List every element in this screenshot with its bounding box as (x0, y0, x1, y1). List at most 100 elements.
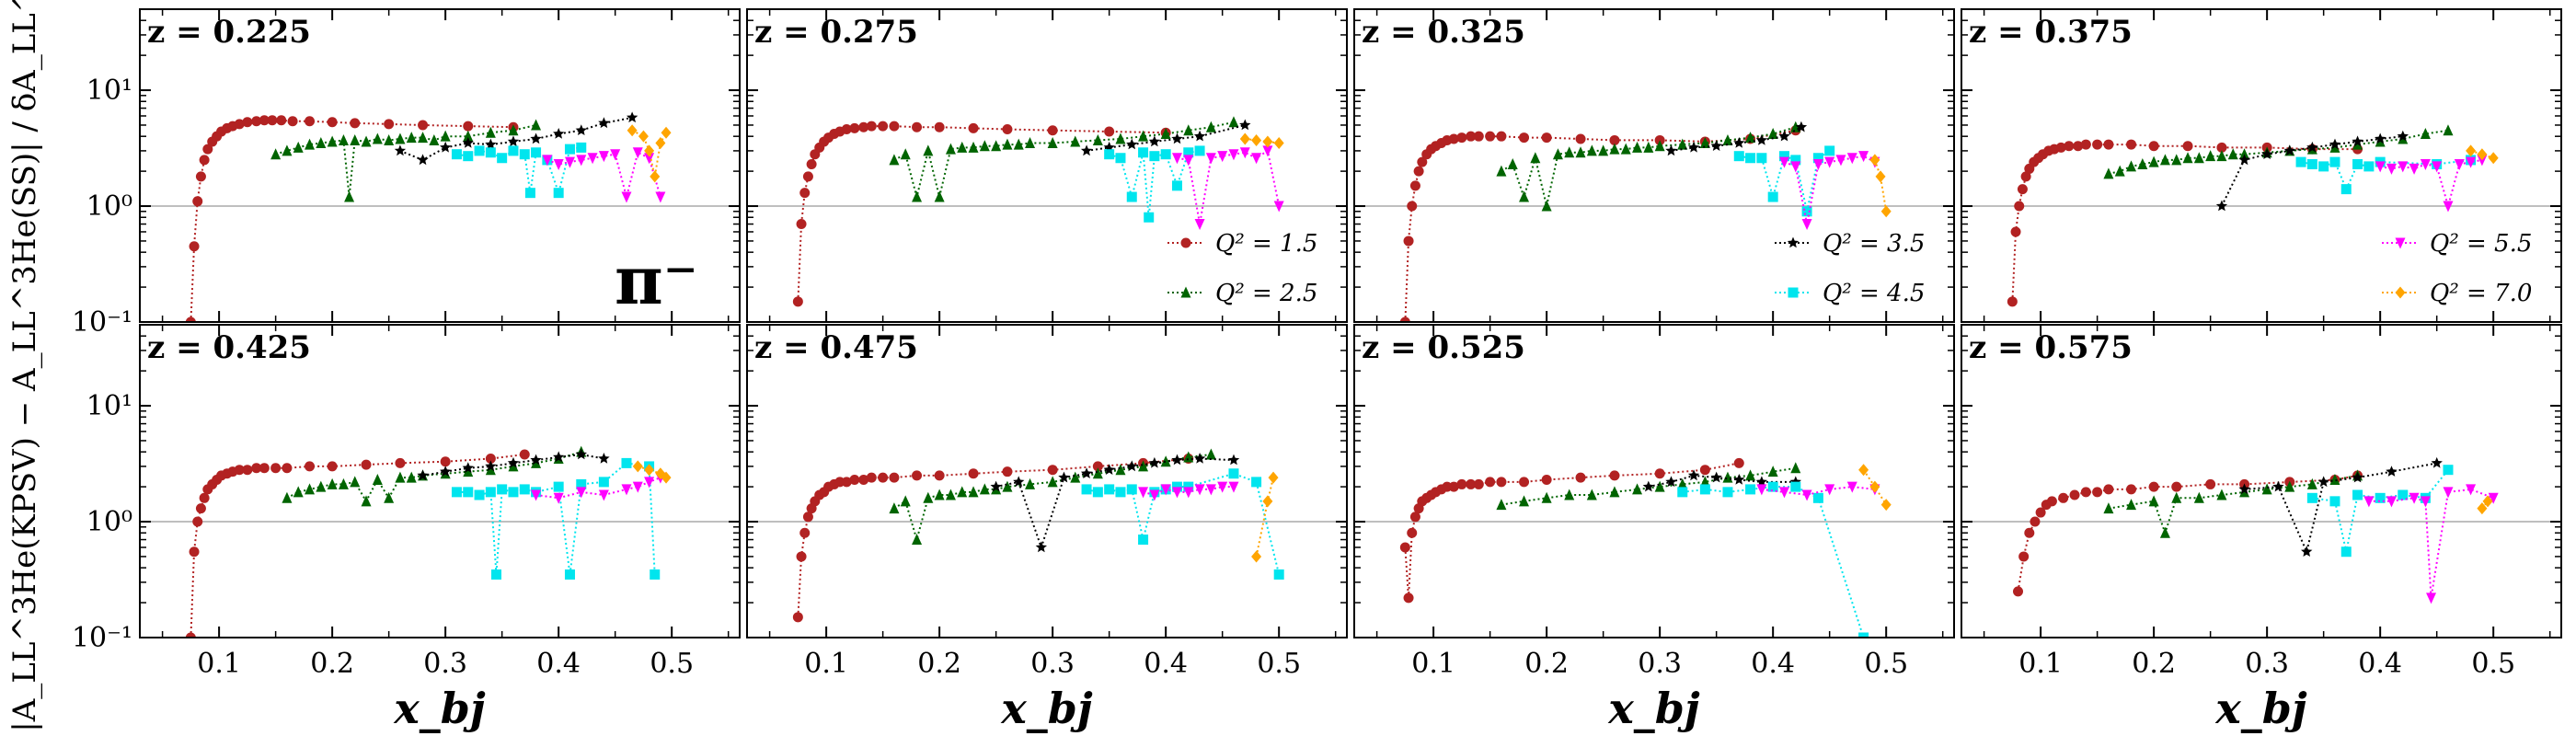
data-point (2306, 477, 2317, 489)
data-point (2363, 496, 2375, 508)
data-point (2397, 130, 2409, 142)
series-group (1399, 121, 1892, 322)
data-point (305, 116, 316, 127)
data-point (1183, 487, 1194, 499)
panel: 10⁻¹ 10⁰ 10¹ z = 0.225 (72, 8, 741, 339)
data-point (661, 126, 672, 139)
data-point (849, 474, 860, 485)
data-point (1541, 491, 1552, 503)
legend-entry: Q² = 4.5 (1823, 280, 1925, 307)
data-point (1193, 130, 1206, 142)
data-point (2409, 163, 2420, 175)
series-line (399, 116, 633, 162)
data-point (2482, 495, 2493, 508)
data-point (202, 144, 213, 155)
data-point (199, 492, 210, 503)
data-point (1643, 141, 1654, 153)
data-point (799, 527, 811, 538)
data-point (1466, 131, 1477, 142)
data-point (1519, 190, 1530, 202)
data-point (2261, 148, 2273, 159)
data-point (1654, 480, 1665, 492)
data-point (2205, 478, 2216, 489)
data-point (2329, 156, 2340, 167)
particle-label: π⁻ (615, 241, 698, 319)
data-point (802, 171, 813, 182)
data-point (1835, 155, 1846, 167)
y-tick-label: 10⁰ (86, 506, 132, 538)
data-point (1115, 464, 1126, 476)
data-point (2488, 492, 2499, 504)
data-point (644, 477, 655, 489)
x-tick-label: 0.1 (2018, 648, 2063, 680)
data-point (530, 454, 542, 466)
panel-background (747, 9, 1347, 322)
x-axis-label: x_bj (1000, 684, 1093, 733)
data-point (575, 124, 587, 135)
data-point (598, 489, 609, 501)
data-point (2431, 456, 2443, 468)
data-point (1687, 469, 1700, 481)
data-point (806, 158, 817, 169)
legend: Q² = 5.5 Q² = 7.0 (2382, 230, 2532, 307)
data-point (900, 148, 911, 160)
data-point (293, 141, 304, 153)
data-point (1171, 180, 1182, 191)
panel-frame (746, 324, 1348, 638)
data-point (1699, 484, 1710, 495)
data-point (2103, 167, 2114, 179)
data-point (1228, 468, 1239, 479)
x-tick-label: 0.5 (2471, 648, 2515, 680)
legend-marker (1788, 287, 1799, 298)
series-group (792, 448, 1284, 623)
data-point (2443, 201, 2454, 213)
data-point (1541, 132, 1552, 144)
data-point (2272, 480, 2284, 492)
data-point (2148, 155, 2159, 167)
data-point (650, 569, 661, 580)
data-point (305, 138, 316, 150)
data-point (440, 141, 452, 153)
data-point (1609, 486, 1620, 498)
data-point (866, 472, 877, 483)
data-point (417, 469, 429, 481)
legend-marker (2395, 286, 2406, 299)
data-point (463, 121, 474, 132)
data-point (316, 480, 327, 492)
data-point (485, 138, 497, 150)
data-point (530, 132, 542, 144)
data-point (2126, 499, 2137, 511)
data-point (1002, 480, 1013, 492)
data-point (2215, 200, 2228, 212)
data-point (2340, 546, 2352, 558)
data-point (1485, 477, 1496, 488)
data-point (1801, 219, 1812, 231)
data-point (968, 122, 979, 133)
data-point (1496, 131, 1507, 142)
data-point (1403, 236, 1414, 247)
data-point (1790, 161, 1801, 173)
data-point (1575, 146, 1586, 158)
data-point (1262, 145, 1273, 157)
data-point (1126, 460, 1138, 472)
data-point (632, 147, 643, 159)
data-point (1160, 128, 1171, 140)
y-tick-label: 10⁰ (86, 190, 132, 223)
data-point (259, 115, 270, 126)
panel-frame (1353, 8, 1955, 323)
data-point (287, 116, 298, 127)
data-point (2466, 144, 2477, 157)
data-point (598, 117, 610, 129)
data-point (1824, 484, 1835, 496)
panel: 0.1 0.2 0.3 0.4 0.5 z = 0.575 (1961, 324, 2562, 680)
data-point (327, 477, 338, 489)
data-point (2466, 484, 2477, 496)
data-point (1160, 149, 1171, 160)
data-point (1183, 124, 1194, 136)
data-point (1801, 206, 1812, 217)
data-point (1609, 470, 1620, 481)
data-point (644, 464, 655, 477)
x-tick-label: 0.5 (650, 648, 694, 680)
data-point (841, 477, 852, 488)
x-tick-label: 0.4 (1751, 648, 1795, 680)
